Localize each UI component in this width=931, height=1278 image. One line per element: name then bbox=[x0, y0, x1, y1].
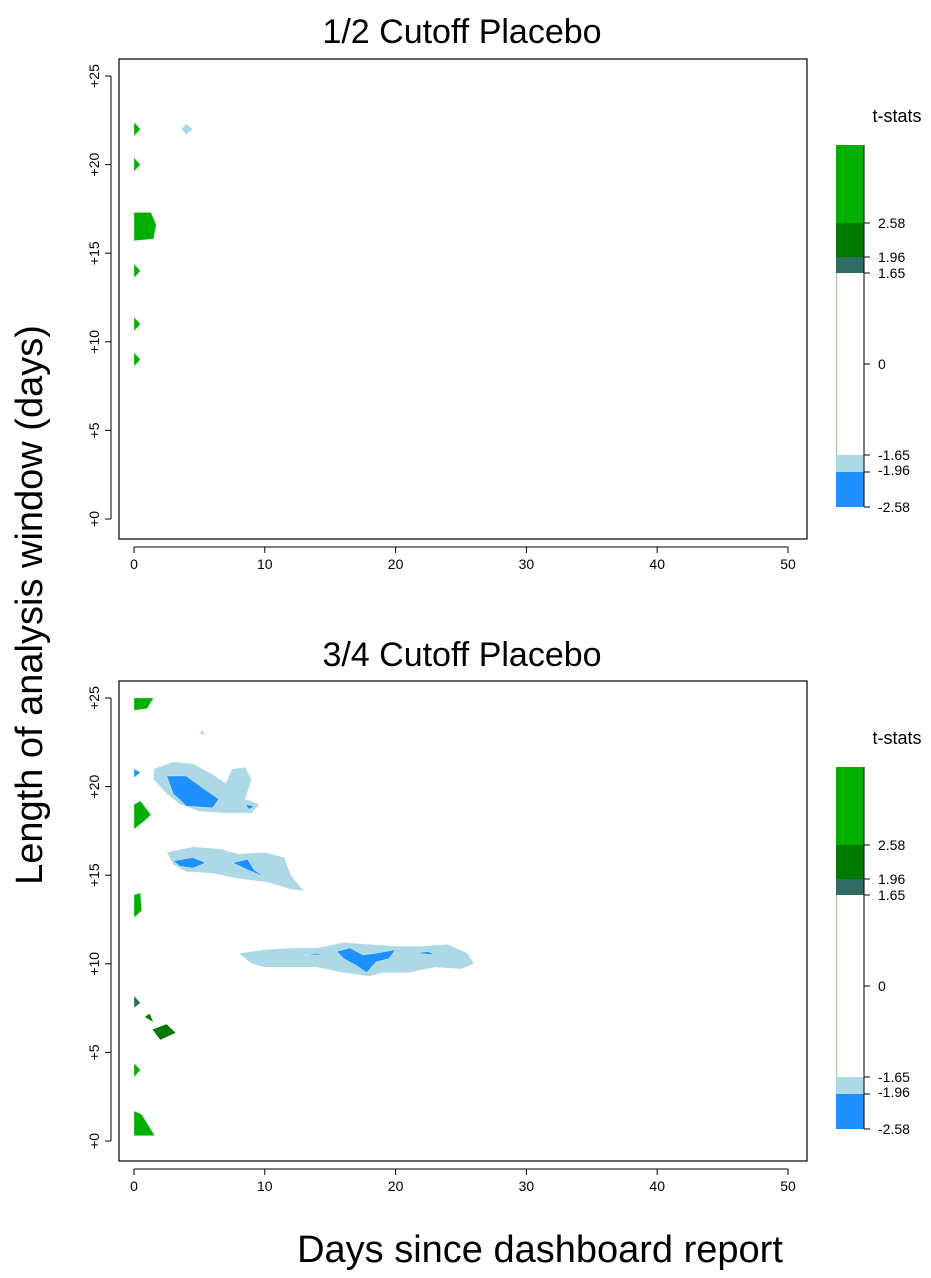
contour-region-neg-196 bbox=[231, 858, 265, 878]
legend-label: 1.65 bbox=[878, 265, 905, 281]
x-tick-label: 40 bbox=[649, 556, 665, 572]
y-axis: +0 +5 +10 +15 +20 +25 bbox=[86, 686, 112, 1149]
x-tick-label: 30 bbox=[519, 556, 535, 572]
legend-band-pos-258 bbox=[836, 145, 864, 223]
legend-band-pos-165 bbox=[836, 879, 864, 895]
legend-label: -1.96 bbox=[878, 462, 910, 478]
panel-title: 1/2 Cutoff Placebo bbox=[322, 13, 601, 51]
x-tick-label: 0 bbox=[130, 556, 138, 572]
legend-label: -1.65 bbox=[878, 447, 910, 463]
legend-label: 0 bbox=[878, 356, 886, 372]
legend-band-pos-196 bbox=[836, 223, 864, 257]
x-tick-label: 10 bbox=[257, 556, 273, 572]
legend-band-pos-165 bbox=[836, 257, 864, 273]
contour-regions bbox=[133, 697, 475, 1136]
legend-label: 0 bbox=[878, 978, 886, 994]
contour-region-neg-165 bbox=[180, 123, 194, 135]
contour-region-neg-165 bbox=[198, 729, 207, 736]
legend-label: 2.58 bbox=[878, 215, 905, 231]
contour-region-neg-196 bbox=[172, 857, 207, 869]
x-axis-label: Days since dashboard report bbox=[297, 1229, 783, 1271]
x-axis: 0 10 20 30 40 50 bbox=[130, 546, 796, 572]
contour-region-neg-196 bbox=[133, 768, 142, 779]
panel-cutoff-half: 1/2 Cutoff Placebo 0 10 20 30 40 50 +0 +5 +10 +1… bbox=[86, 13, 922, 572]
contour-region-neg-196 bbox=[244, 803, 256, 811]
y-tick-label: +15 bbox=[86, 241, 102, 265]
legend-band-neutral bbox=[836, 273, 864, 455]
x-tick-label: 30 bbox=[519, 1178, 535, 1194]
panel-title: 3/4 Cutoff Placebo bbox=[322, 636, 601, 674]
legend-band-neutral bbox=[836, 895, 864, 1077]
contour-region-neg-196 bbox=[336, 947, 397, 974]
contour-region-pos-258 bbox=[133, 1110, 156, 1136]
contour-region-pos-258 bbox=[133, 1062, 141, 1078]
contour-region-neg-196 bbox=[303, 952, 324, 956]
contour-region-pos-258 bbox=[133, 212, 157, 242]
legend-band-neg-165 bbox=[836, 1077, 864, 1094]
legend-band-pos-196 bbox=[836, 845, 864, 879]
contour-regions bbox=[133, 121, 194, 368]
contour-region-pos-196 bbox=[151, 1023, 177, 1041]
y-tick-label: +25 bbox=[86, 64, 102, 88]
legend-label: -2.58 bbox=[878, 499, 910, 515]
contour-region-neg-196 bbox=[166, 775, 220, 809]
panel-cutoff-three-quarters: 3/4 Cutoff Placebo 0 10 20 30 40 50 +0 +5 +10 +1… bbox=[86, 636, 922, 1194]
y-tick-label: +10 bbox=[86, 330, 102, 354]
legend-title: t-stats bbox=[872, 728, 921, 748]
legend-band-neg-196 bbox=[836, 1094, 864, 1129]
y-tick-label: +20 bbox=[86, 153, 102, 177]
legend-label: -1.96 bbox=[878, 1084, 910, 1100]
contour-region-pos-258 bbox=[133, 121, 141, 137]
x-tick-label: 10 bbox=[257, 1178, 273, 1194]
y-axis: +0 +5 +10 +15 +20 +25 bbox=[86, 64, 112, 527]
contour-region-pos-258 bbox=[133, 697, 155, 711]
x-tick-label: 50 bbox=[780, 1178, 796, 1194]
plot-frame bbox=[118, 680, 808, 1162]
y-tick-label: +5 bbox=[86, 422, 102, 438]
legend-label: 1.65 bbox=[878, 887, 905, 903]
contour-region-pos-258 bbox=[133, 351, 141, 368]
contour-region-neg-165 bbox=[166, 846, 305, 892]
contour-region-pos-196 bbox=[143, 1012, 155, 1024]
legend-label: -2.58 bbox=[878, 1121, 910, 1137]
y-tick-label: +10 bbox=[86, 952, 102, 976]
x-tick-label: 0 bbox=[130, 1178, 138, 1194]
contour-region-pos-258 bbox=[133, 156, 141, 173]
contour-region-pos-258 bbox=[133, 316, 141, 332]
legend-label: 1.96 bbox=[878, 249, 905, 265]
x-tick-label: 20 bbox=[388, 556, 404, 572]
legend-band-neg-196 bbox=[836, 472, 864, 507]
y-tick-label: +15 bbox=[86, 863, 102, 887]
x-axis: 0 10 20 30 40 50 bbox=[130, 1168, 796, 1194]
contour-region-pos-165 bbox=[133, 994, 141, 1009]
plot-frame bbox=[118, 58, 808, 540]
legend-title: t-stats bbox=[872, 106, 921, 126]
y-tick-label: +20 bbox=[86, 775, 102, 799]
x-tick-label: 50 bbox=[780, 556, 796, 572]
contour-region-neg-196 bbox=[415, 951, 435, 956]
legend-band-pos-258 bbox=[836, 767, 864, 845]
y-tick-label: +0 bbox=[86, 511, 102, 527]
color-legend: t-stats 2.58 1.961.65 0 -1.65-1.96 -2.58 bbox=[836, 106, 922, 515]
y-axis-label: Length of analysis window (days) bbox=[9, 325, 51, 885]
y-tick-label: +0 bbox=[86, 1133, 102, 1149]
legend-band-neg-165 bbox=[836, 455, 864, 472]
x-tick-label: 20 bbox=[388, 1178, 404, 1194]
legend-label: 1.96 bbox=[878, 871, 905, 887]
y-tick-label: +5 bbox=[86, 1044, 102, 1060]
legend-label: -1.65 bbox=[878, 1069, 910, 1085]
contour-region-pos-258 bbox=[133, 800, 152, 830]
contour-region-pos-258 bbox=[133, 892, 143, 919]
color-legend: t-stats 2.58 1.961.65 0 -1.65-1.96 -2.58 bbox=[836, 728, 922, 1137]
x-tick-label: 40 bbox=[649, 1178, 665, 1194]
contour-region-pos-258 bbox=[133, 263, 141, 279]
y-tick-label: +25 bbox=[86, 686, 102, 710]
legend-label: 2.58 bbox=[878, 837, 905, 853]
